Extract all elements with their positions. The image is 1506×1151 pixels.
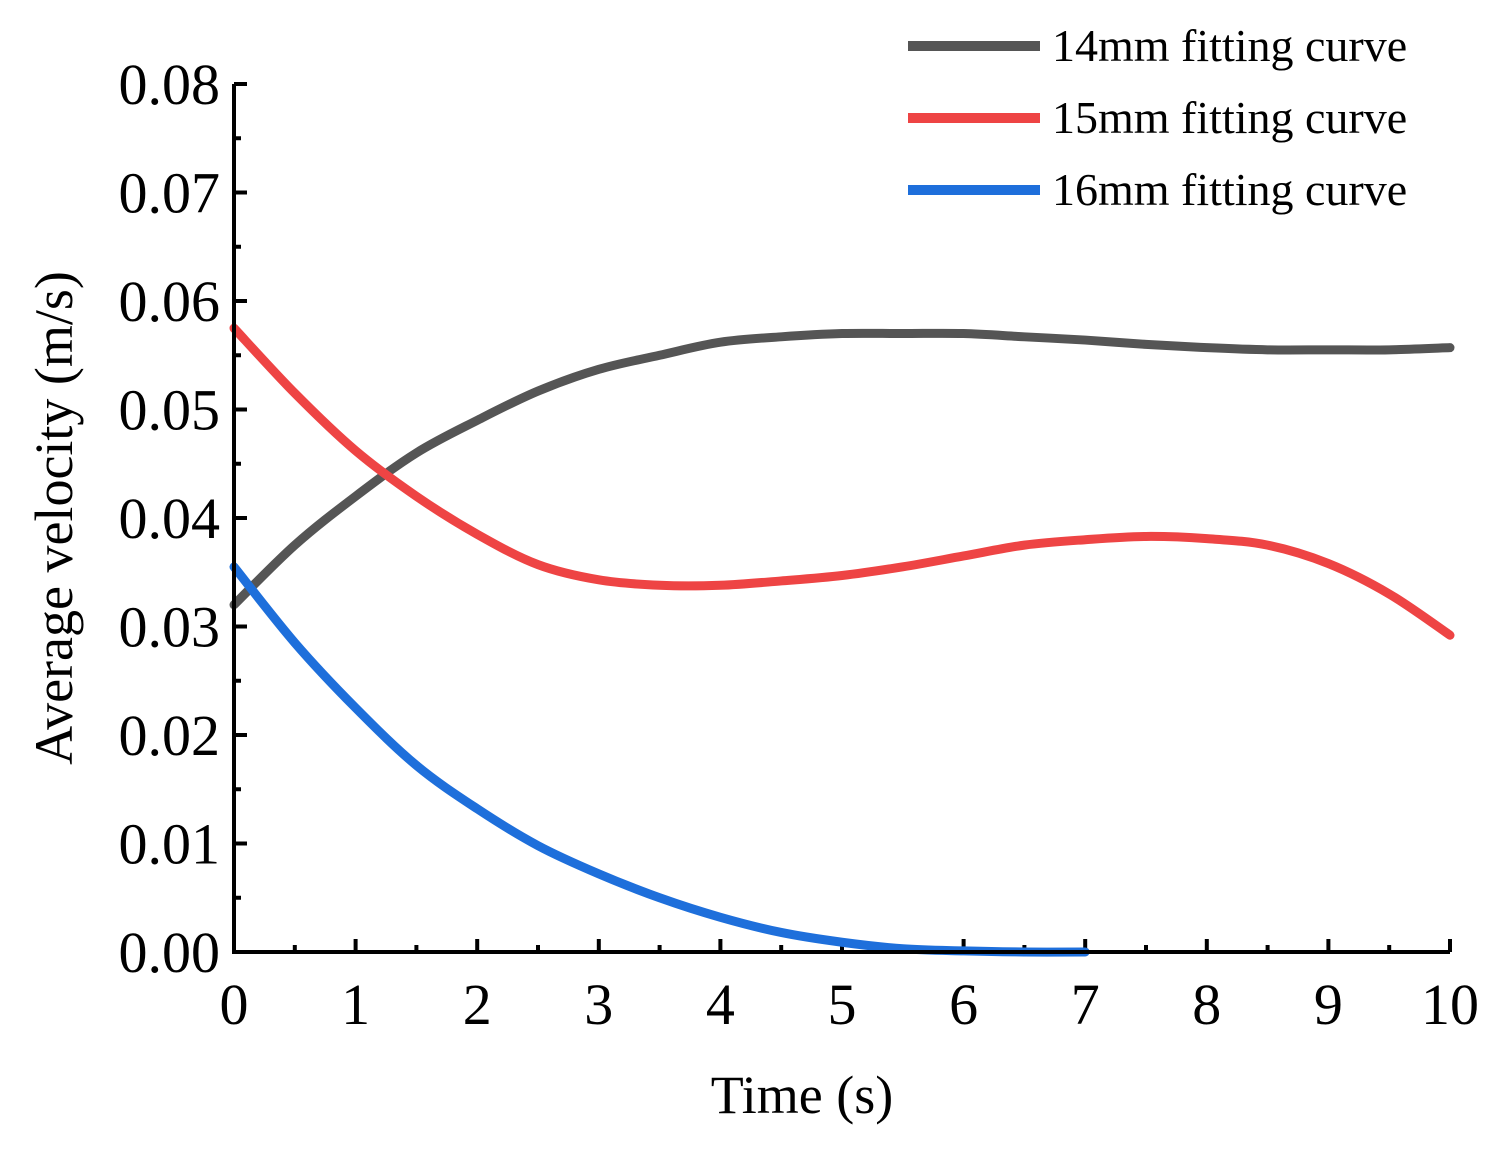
- y-tick-label: 0.03: [119, 595, 221, 660]
- series-line-15mm: [229, 323, 1455, 640]
- x-tick-label: 1: [341, 972, 370, 1037]
- x-tick-label: 10: [1421, 972, 1479, 1037]
- x-tick-label: 2: [463, 972, 492, 1037]
- x-tick-label: 9: [1314, 972, 1343, 1037]
- axes-frame: [232, 84, 1450, 954]
- axis-tick-labels: 0 1 2 3 4 5 6 7 8 9 10 0.00 0.01 0.02 0.03 0.04 0.05 0.06…: [119, 52, 1480, 1037]
- legend-label-16mm: 16mm fitting curve: [1052, 164, 1407, 215]
- x-axis-title: Time (s): [711, 1065, 894, 1125]
- y-tick-label: 0.01: [119, 812, 221, 877]
- series-line-16mm: [229, 562, 1090, 957]
- x-tick-label: 5: [828, 972, 857, 1037]
- y-tick-label: 0.05: [119, 378, 221, 443]
- x-tick-label: 6: [949, 972, 978, 1037]
- y-tick-label: 0.04: [119, 486, 221, 551]
- x-tick-label: 0: [220, 972, 249, 1037]
- legend-label-15mm: 15mm fitting curve: [1052, 92, 1407, 143]
- y-tick-label: 0.02: [119, 703, 221, 768]
- legend: 14mm fitting curve 15mm fitting curve 16mm…: [908, 20, 1407, 215]
- legend-label-14mm: 14mm fitting curve: [1052, 20, 1407, 71]
- x-tick-label: 4: [706, 972, 735, 1037]
- y-tick-label: 0.00: [119, 920, 221, 985]
- y-axis-title: Average velocity (m/s): [24, 271, 84, 765]
- x-tick-label: 3: [584, 972, 613, 1037]
- series-line-14mm: [229, 328, 1455, 610]
- y-tick-label: 0.06: [119, 269, 221, 334]
- x-tick-label: 7: [1071, 972, 1100, 1037]
- series-layer: [229, 323, 1455, 957]
- y-tick-label: 0.08: [119, 52, 221, 117]
- x-tick-label: 8: [1192, 972, 1221, 1037]
- y-tick-label: 0.07: [119, 161, 221, 226]
